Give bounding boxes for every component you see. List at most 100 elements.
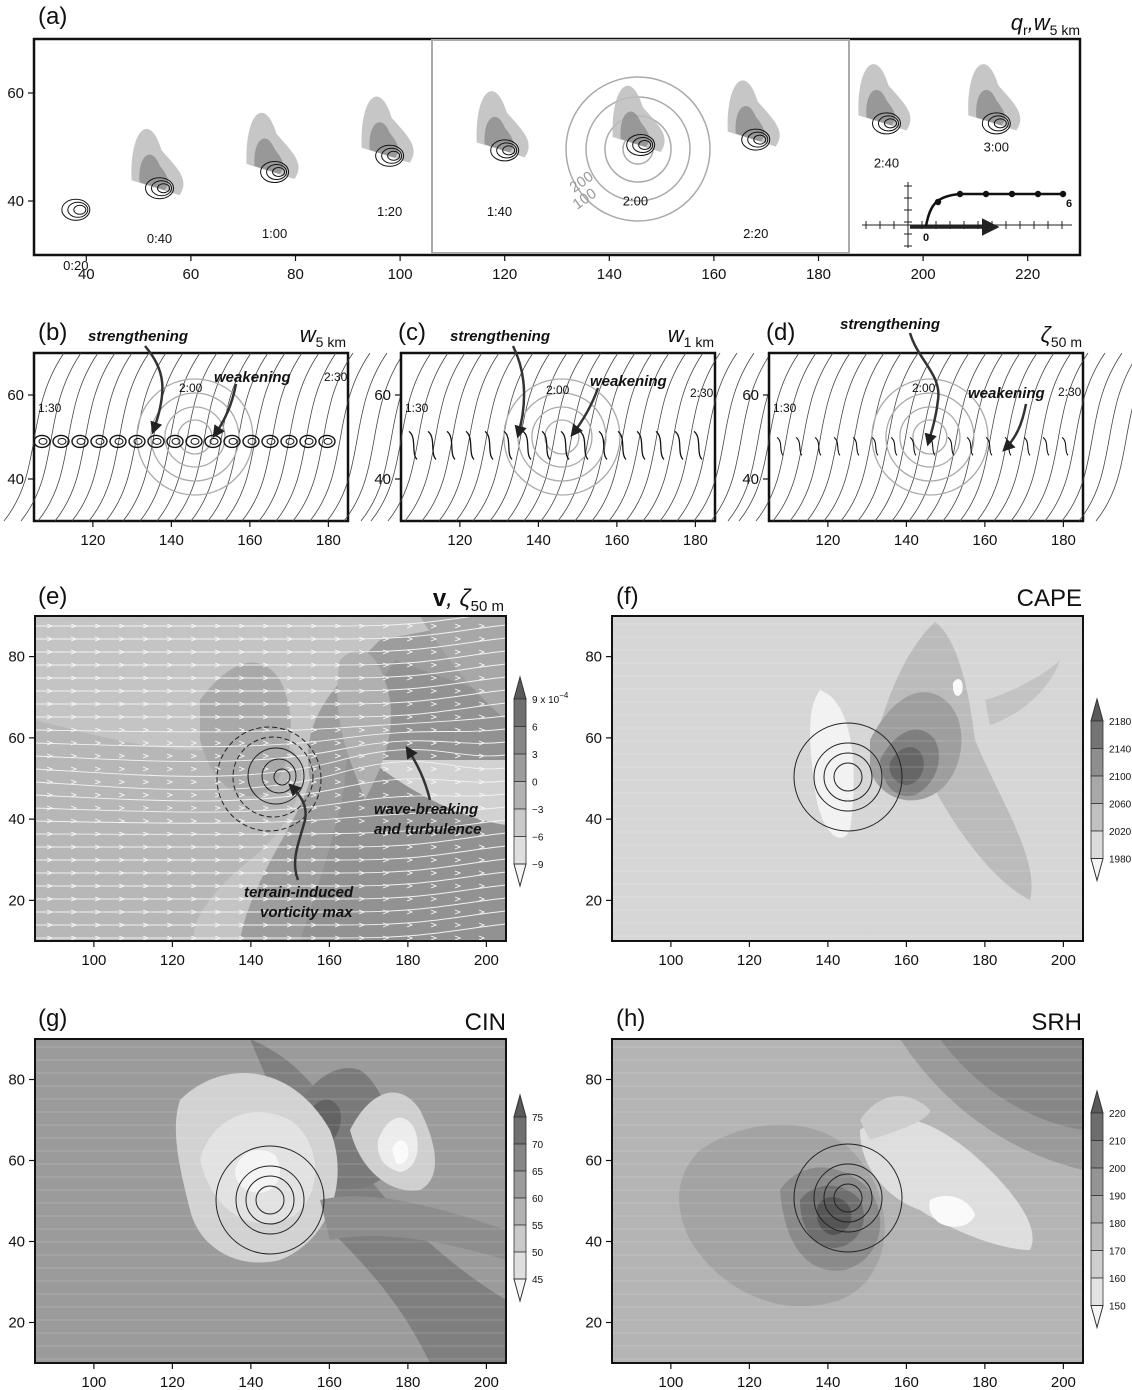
w-contour <box>260 161 290 183</box>
panel-b-letter: (b) <box>38 319 67 346</box>
panel-e-arrow-1 <box>405 745 432 801</box>
time-contour <box>309 352 371 522</box>
rain-core <box>369 122 399 158</box>
panel-a-time-labels: 0:20 0:40 1:00 1:20 1:40 2:00 2:20 2:40 3:00 <box>63 139 1009 273</box>
panel-c-t-mid: 2:00 <box>546 383 570 397</box>
x-tick-label: 180 <box>395 1374 420 1390</box>
time-contour <box>772 352 834 522</box>
colorbar-label: 190 <box>1109 1192 1126 1203</box>
panel-e-ann2-line2: vorticity max <box>260 904 353 921</box>
cell-contour <box>166 434 184 449</box>
x-tick-label: 100 <box>81 952 106 969</box>
time-label: 2:40 <box>874 156 899 171</box>
x-tick-label: 160 <box>237 532 262 549</box>
panel-a-axes: 40 60 80 100 120 140 160 180 200 220 40 60 <box>7 85 1040 283</box>
time-contour <box>37 352 99 522</box>
colorbar-label: 50 <box>532 1248 544 1259</box>
colorbar-top-arrow <box>1090 697 1104 722</box>
cell-contour <box>128 434 146 449</box>
y-tick-label: 40 <box>7 471 24 488</box>
time-contour <box>343 352 405 522</box>
time-contour <box>156 352 218 522</box>
cell-contour <box>693 430 703 460</box>
time-contour <box>139 352 201 522</box>
hodograph-point <box>982 190 990 198</box>
x-tick-label: 60 <box>183 266 200 283</box>
panel-d-arrow-1 <box>908 332 940 447</box>
colorbar-segment <box>1090 1277 1104 1306</box>
colorbar-segment <box>1090 1112 1104 1141</box>
x-tick-label: 120 <box>160 952 185 969</box>
x-tick-label: 200 <box>1051 952 1076 969</box>
time-contour <box>891 352 953 522</box>
cell-contour <box>541 430 551 460</box>
panel-h-terrain-rings <box>793 1143 903 1253</box>
w-contour <box>747 131 769 148</box>
cell-contour <box>133 437 143 445</box>
panel-e-ann1-line1: wave-breaking <box>374 801 478 818</box>
colorbar-label: 220 <box>1109 1109 1126 1120</box>
time-contour <box>1078 363 1132 522</box>
colorbar-segment <box>1090 748 1104 777</box>
colorbar-segment <box>513 781 527 810</box>
colorbar-label: 2020 <box>1109 827 1132 838</box>
panel-c-axes: 120 140 160 180 40 60 <box>374 387 708 549</box>
x-tick-label: 180 <box>683 532 708 549</box>
w-contour <box>272 167 286 177</box>
rain-core <box>254 138 284 174</box>
panel-b-contours <box>3 352 422 522</box>
panel-c-t-end: 2:30 <box>690 386 714 400</box>
y-tick-label: 20 <box>585 892 602 909</box>
time-contour <box>755 352 817 522</box>
terrain-ring <box>885 392 975 482</box>
x-tick-label: 160 <box>604 532 629 549</box>
colorbar-label: 1980 <box>1109 855 1132 866</box>
colorbar-bottom-arrow <box>1090 858 1104 883</box>
time-contour <box>738 352 800 522</box>
x-tick-label: 140 <box>597 266 622 283</box>
rain-core <box>976 89 1005 126</box>
time-contour <box>1095 407 1132 522</box>
time-contour <box>275 352 337 522</box>
time-contour <box>925 352 987 522</box>
y-tick-label: 20 <box>585 1315 602 1332</box>
time-label: 1:20 <box>377 204 402 219</box>
time-label: 2:20 <box>743 226 768 241</box>
colorbar-top-arrow <box>513 1093 527 1118</box>
colorbar-label: 45 <box>532 1275 544 1286</box>
y-tick-label: 40 <box>7 193 24 210</box>
time-label: 0:40 <box>147 231 172 246</box>
y-tick-label: 20 <box>8 892 25 909</box>
rain-core <box>620 111 650 147</box>
colorbar-label: 150 <box>1109 1302 1126 1313</box>
time-contour <box>489 352 551 522</box>
cell-contour <box>890 436 898 456</box>
x-tick-label: 140 <box>159 532 184 549</box>
panel-g-letter: (g) <box>38 1005 67 1032</box>
w-contour <box>375 144 405 167</box>
w-contour <box>67 201 89 218</box>
cell-contour <box>147 434 165 449</box>
w-contour <box>387 150 401 161</box>
panel-b-t-mid: 2:00 <box>179 381 203 395</box>
colorbar-segment <box>1090 830 1104 859</box>
colorbar-label: −6 <box>532 833 544 844</box>
cell-contour <box>304 437 314 445</box>
cell-contour <box>114 437 124 445</box>
y-tick-label: 60 <box>585 1153 602 1170</box>
time-contour <box>523 352 585 522</box>
cell-contour <box>795 436 803 456</box>
panel-f-title: CAPE <box>1017 585 1082 612</box>
panel-f-axes: 100 120 140 160 180 200 20 40 60 80 <box>585 649 1076 969</box>
x-tick-label: 120 <box>737 952 762 969</box>
time-contour <box>993 352 1055 522</box>
panel-c: (c) w1 km strengthening weakening 1:30 2… <box>370 319 789 549</box>
panel-h-gridlines <box>612 1046 1083 1360</box>
colorbar-label: 9 x 10−4 <box>532 691 569 706</box>
panel-h-frame <box>611 1038 1084 1364</box>
w-contour <box>381 147 403 164</box>
time-label: 3:00 <box>984 139 1009 154</box>
w-contour <box>626 134 656 156</box>
panel-c-frame <box>399 351 717 523</box>
time-contour <box>387 352 449 522</box>
